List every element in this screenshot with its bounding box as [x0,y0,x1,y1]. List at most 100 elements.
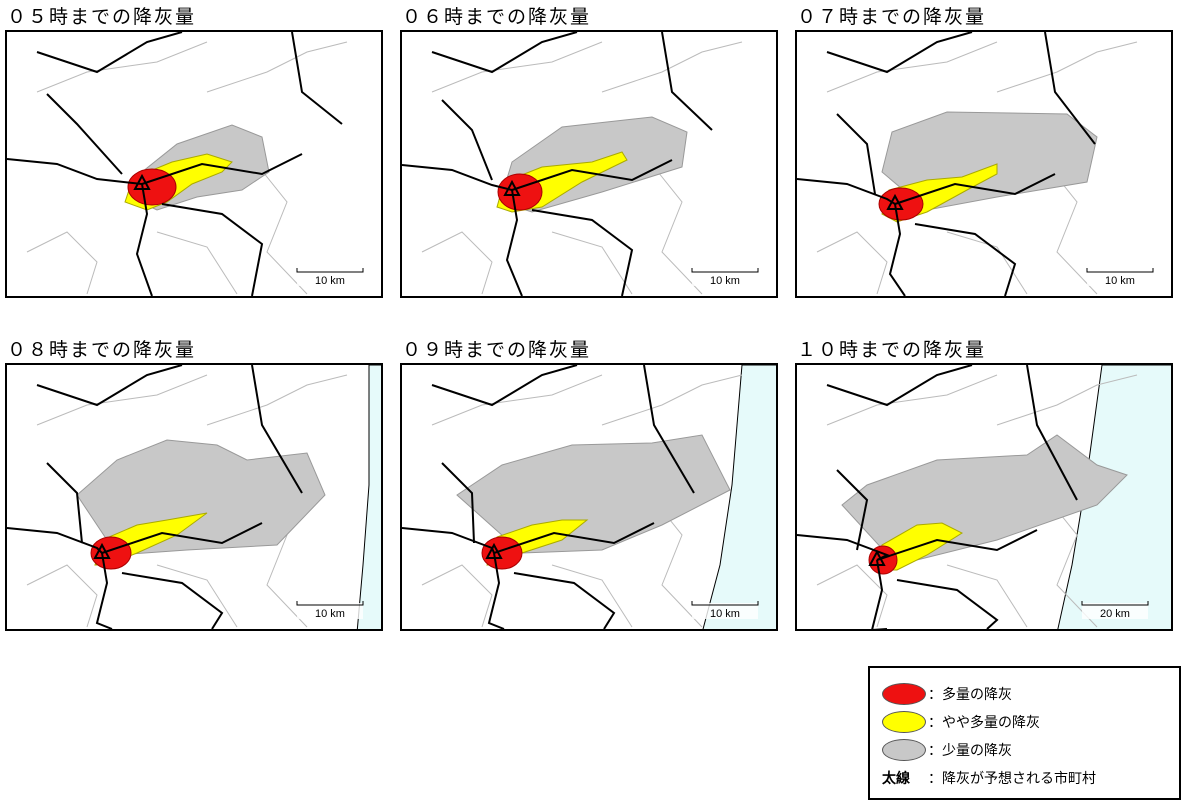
minor-boundary [826,41,998,93]
light-ash [456,434,731,554]
legend: ：多量の降灰 ：やや多量の降灰 ：少量の降灰 太線 ：降灰が予想される市町村 [868,666,1181,800]
map: 10 km [402,365,776,629]
scale-bg [297,270,363,286]
boundary [505,189,523,296]
minor-boundary [816,564,888,628]
boundary [402,527,495,554]
legend-label: ：やや多量の降灰 [928,715,1040,731]
boundary [441,99,493,181]
map: 10 km [402,32,759,296]
scale-label: 10 km [710,275,740,287]
heavy-ash [497,173,543,211]
boundary [876,529,1038,561]
minor-boundary [206,374,348,426]
panel-title: ０９時までの降灰量 [402,339,592,361]
legend-label: ：多量の降灰 [928,687,1012,703]
minor-boundary [601,41,743,93]
sea [702,365,776,629]
volcano [133,173,151,190]
minor-boundary [551,564,633,628]
scale-bg [692,603,758,619]
boundary [826,365,973,407]
boundary [894,173,1056,205]
legend-label: ：降灰が予想される市町村 [928,771,1096,787]
panel-title: ０８時までの降灰量 [7,339,197,361]
boundary [46,462,83,544]
scale-bar [296,268,364,273]
map-panel: 20 km [795,363,1173,631]
boundary [7,158,143,185]
boundary [493,522,655,554]
map: 10 km [7,365,381,629]
minor-boundary [421,231,493,295]
scale-bg [1087,270,1153,286]
sea [356,365,381,629]
minor-boundary [641,151,703,295]
legend-key: 太線 [882,771,910,787]
minor-boundary [246,151,308,295]
boundary [836,113,876,195]
volcano [886,193,904,210]
map: 20 km [797,365,1171,629]
boundary [95,552,113,629]
boundary [121,572,224,629]
map-panel: 10 km [5,30,383,298]
scale-bg [692,270,758,286]
minor-boundary [996,374,1138,426]
boundary [251,365,303,494]
boundary [531,209,634,296]
boundary [441,462,475,544]
boundary [36,32,183,74]
scale-label: 10 km [710,608,740,620]
boundary [643,365,695,494]
legend-row: ：多量の降灰 [882,682,1012,706]
heavy-ash [878,187,924,221]
legend-swatch [882,683,926,705]
minor-boundary [36,374,208,426]
minor-boundary [946,564,1028,628]
boundary [661,32,713,131]
map-panel: 10 km [795,30,1173,298]
legend-swatch [882,739,926,761]
map: 10 km [7,32,364,296]
legend-swatch [882,711,926,733]
minor-boundary [551,231,633,295]
minor-boundary [36,41,208,93]
boundary [101,522,263,554]
boundary [135,183,153,296]
volcano [868,549,886,566]
minor-boundary [156,564,238,628]
boundary [402,164,513,191]
boundary [36,365,183,407]
map: 10 km [797,32,1154,296]
boundary [896,579,999,629]
boundary [511,159,673,191]
boundary [836,469,869,551]
minor-boundary [996,41,1138,93]
scale-bar [691,601,759,606]
scale-label: 10 km [315,608,345,620]
boundary [1044,32,1096,145]
minor-boundary [431,374,603,426]
panel-title: ０７時までの降灰量 [797,6,987,28]
scale-bg [1082,603,1148,619]
scale-bar [1081,601,1149,606]
minor-boundary [26,231,98,295]
minor-boundary [601,374,743,426]
scale-bar [691,268,759,273]
minor-boundary [431,41,603,93]
minor-boundary [816,231,888,295]
scale-bar [1086,268,1154,273]
boundary [46,93,123,175]
minor-boundary [206,41,348,93]
boundary [871,559,887,629]
minor-boundary [26,564,98,628]
boundary [1026,365,1078,501]
panel-title: ０６時までの降灰量 [402,6,592,28]
boundary [826,32,973,74]
boundary [914,223,1017,296]
scale-bg [297,603,363,619]
boundary [7,527,103,554]
heavy-ash [481,536,523,570]
